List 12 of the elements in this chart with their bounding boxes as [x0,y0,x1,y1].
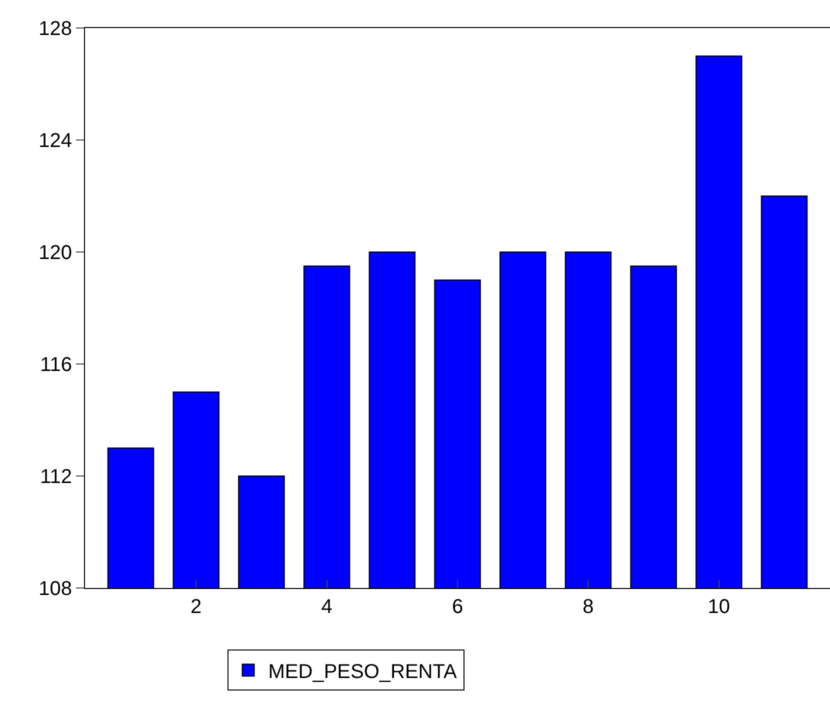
y-tick-label: 112 [40,466,72,488]
x-tick-label: 10 [708,596,730,618]
x-tick-label: 6 [452,596,464,618]
y-tick-label: 120 [38,242,72,264]
y-tick-label: 128 [38,18,72,40]
x-tick-label: 8 [582,596,594,618]
legend-label: MED_PESO_RENTA [268,660,458,683]
y-tick-label: 124 [38,130,72,152]
x-tick-label: 2 [190,596,202,618]
x-tick-label: 4 [321,596,332,618]
y-tick-label: 108 [38,578,72,600]
y-tick-label: 116 [40,354,72,376]
